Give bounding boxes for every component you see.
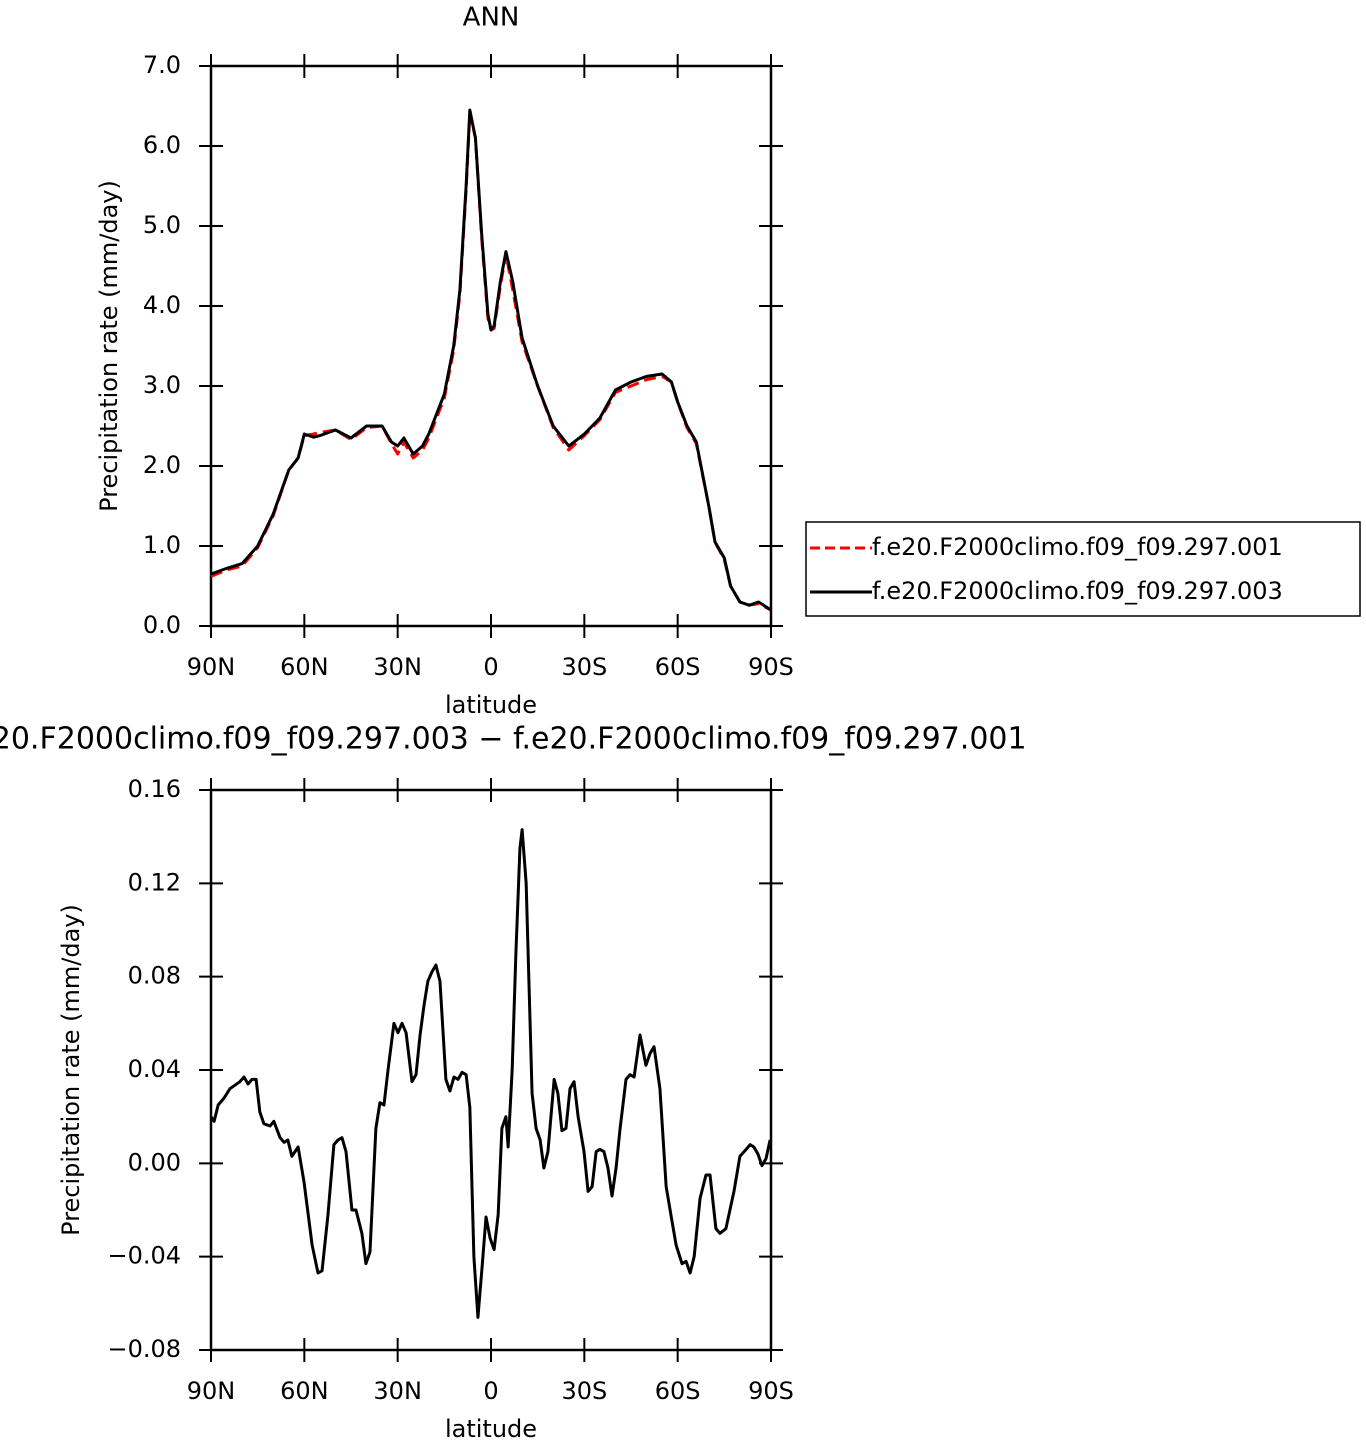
x-tick-label: 60S — [655, 653, 701, 681]
y-tick-label: 5.0 — [143, 211, 181, 239]
y-tick-label: 2.0 — [143, 451, 181, 479]
y-tick-label: 0.16 — [128, 775, 181, 803]
y-tick-label: 1.0 — [143, 531, 181, 559]
y-tick-label: −0.04 — [107, 1242, 181, 1270]
legend-label: f.e20.F2000climo.f09_f09.297.001 — [872, 533, 1283, 561]
x-axis-label: latitude — [445, 691, 537, 719]
y-tick-label: 0.04 — [128, 1055, 181, 1083]
legend-label: f.e20.F2000climo.f09_f09.297.003 — [872, 577, 1283, 605]
data-line — [210, 108, 772, 612]
x-tick-label: 90S — [748, 653, 794, 681]
x-tick-label: 0 — [483, 653, 498, 681]
y-axis-label: Precipitation rate (mm/day) — [95, 180, 123, 512]
chart-title: f.e20.F2000climo.f09_f09.297.003 − f.e20… — [0, 722, 1027, 757]
x-axis-label: latitude — [445, 1415, 537, 1443]
y-axis-label: Precipitation rate (mm/day) — [57, 904, 85, 1236]
x-tick-label: 60N — [280, 1377, 329, 1405]
x-tick-label: 0 — [483, 1377, 498, 1405]
x-tick-label: 30S — [561, 1377, 607, 1405]
data-line — [210, 110, 772, 612]
x-tick-label: 30N — [373, 653, 422, 681]
x-tick-label: 90N — [187, 653, 236, 681]
plot-frame — [209, 64, 773, 628]
data-line — [209, 828, 772, 1319]
y-tick-label: 4.0 — [143, 291, 181, 319]
x-tick-label: 60N — [280, 653, 329, 681]
y-tick-label: 0.12 — [128, 868, 181, 896]
y-tick-label: 0.0 — [143, 611, 181, 639]
y-tick-label: 3.0 — [143, 371, 181, 399]
chart-title: ANN — [463, 3, 520, 33]
y-tick-label: 0.08 — [128, 962, 181, 990]
x-tick-label: 90N — [187, 1377, 236, 1405]
y-tick-label: 0.00 — [128, 1148, 181, 1176]
x-tick-label: 30N — [373, 1377, 422, 1405]
y-tick-label: 6.0 — [143, 131, 181, 159]
legend-box — [805, 521, 1361, 617]
x-tick-label: 30S — [561, 653, 607, 681]
y-tick-label: −0.08 — [107, 1335, 181, 1363]
x-tick-label: 60S — [655, 1377, 701, 1405]
x-tick-label: 90S — [748, 1377, 794, 1405]
y-tick-label: 7.0 — [143, 51, 181, 79]
